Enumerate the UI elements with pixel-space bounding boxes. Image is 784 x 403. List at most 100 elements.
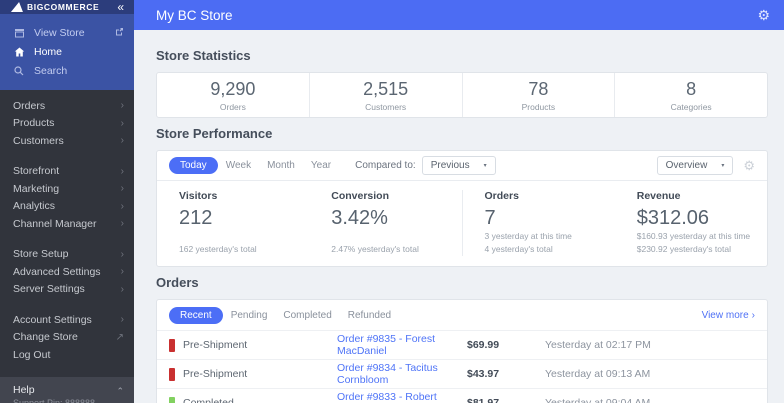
order-link[interactable]: Order #9835 - Forest MacDaniel xyxy=(337,333,436,358)
sidebar-item-server-settings[interactable]: Server Settings › xyxy=(0,281,134,299)
stat-label: Customers xyxy=(365,101,407,112)
period-tab-year[interactable]: Year xyxy=(303,157,339,174)
orders-tab-completed[interactable]: Completed xyxy=(275,307,339,324)
orders-tab-pending[interactable]: Pending xyxy=(223,307,276,324)
period-tab-week[interactable]: Week xyxy=(218,157,259,174)
sidebar-item-marketing[interactable]: Marketing › xyxy=(0,180,134,198)
metric-label: Orders xyxy=(484,190,519,202)
sidebar-item-search[interactable]: Search xyxy=(0,61,134,80)
logo-bar: BIGCOMMERCE « xyxy=(0,0,134,14)
orders-tab-refunded[interactable]: Refunded xyxy=(340,307,399,324)
sidebar-item-label: Account Settings xyxy=(13,313,92,326)
sidebar-item-change-store[interactable]: Change Store ↗ xyxy=(0,329,134,347)
stat-value: 8 xyxy=(686,78,697,99)
top-header: My BC Store ⚙ xyxy=(134,0,784,30)
stat-categories: 8 Categories xyxy=(614,73,767,117)
sidebar-item-label: Analytics xyxy=(13,200,56,213)
metric-value: 3.42% xyxy=(331,207,388,229)
sidebar-group-storefront: Storefront › Marketing › Analytics › Channe… xyxy=(0,163,134,233)
status-color-bar xyxy=(169,396,175,403)
help-section[interactable]: Help Support Pin: 888888 ⌃ xyxy=(0,376,134,403)
chevron-right-icon: › xyxy=(120,283,124,295)
store-statistics-title: Store Statistics xyxy=(156,48,251,63)
chevron-right-icon: › xyxy=(120,266,124,278)
sidebar-item-analytics[interactable]: Analytics › xyxy=(0,198,134,216)
order-status: Pre-Shipment xyxy=(169,338,337,352)
status-color-bar xyxy=(169,338,175,352)
metric-subtext: 3 yesterday at this time xyxy=(484,231,572,241)
store-performance-card: Today Week Month Year Compared to: Previ… xyxy=(156,150,768,268)
storefront-icon xyxy=(13,28,25,38)
sidebar-item-orders[interactable]: Orders › xyxy=(0,97,134,115)
order-row: Completed Order #9833 - Robert Robertson… xyxy=(157,388,767,403)
sidebar-item-storefront[interactable]: Storefront › xyxy=(0,163,134,181)
chevron-right-icon: › xyxy=(120,183,124,195)
orders-card: Recent Pending Completed Refunded View m… xyxy=(156,299,768,403)
order-link[interactable]: Order #9834 - Tacitus Cornbloom xyxy=(337,362,438,387)
sidebar-group-commerce: Orders › Products › Customers › xyxy=(0,97,134,150)
metric-label: Revenue xyxy=(636,190,681,202)
chevron-right-icon: › xyxy=(120,218,124,230)
stat-products: 78 Products xyxy=(461,73,615,117)
orders-title: Orders xyxy=(156,275,199,291)
sidebar-collapse-icon[interactable]: « xyxy=(117,0,124,14)
metric-subtext: 4 yesterday's total xyxy=(484,244,553,255)
sidebar-item-home[interactable]: Home xyxy=(0,42,134,61)
view-more-label: View more xyxy=(701,309,749,321)
sidebar-item-label: Change Store xyxy=(13,331,78,344)
period-tab-month[interactable]: Month xyxy=(259,157,303,174)
stat-orders: 9,290 Orders xyxy=(157,73,309,117)
performance-settings-gear-icon[interactable]: ⚙ xyxy=(743,157,755,173)
sidebar-item-label: Marketing xyxy=(13,182,60,195)
chevron-right-icon: › xyxy=(120,165,124,177)
sidebar-nav: Orders › Products › Customers › Storefront ›… xyxy=(0,90,134,377)
performance-metrics: Visitors 212 162 yesterday's total Conve… xyxy=(157,181,767,266)
stat-label: Categories xyxy=(670,101,712,112)
chevron-up-icon: ⌃ xyxy=(116,385,124,396)
chevron-right-icon: › xyxy=(120,248,124,260)
order-row: Pre-Shipment Order #9835 - Forest MacDan… xyxy=(157,330,767,359)
sidebar-item-view-store[interactable]: View Store xyxy=(0,23,134,42)
order-price: $43.97 xyxy=(467,368,500,381)
compared-to-select[interactable]: Previous ▾ xyxy=(421,156,496,175)
metric-subtext: $230.92 yesterday's total xyxy=(636,244,731,255)
sidebar-item-account-settings[interactable]: Account Settings › xyxy=(0,311,134,329)
sidebar-item-label: Log Out xyxy=(13,348,51,361)
store-title: My BC Store xyxy=(156,7,233,23)
sidebar-item-label: Home xyxy=(34,45,63,58)
sidebar-item-label: Storefront xyxy=(13,165,60,178)
sidebar-group-settings: Store Setup › Advanced Settings › Server S… xyxy=(0,246,134,299)
view-more-link[interactable]: View more › xyxy=(702,310,755,321)
stat-value: 78 xyxy=(528,78,549,99)
sidebar-item-log-out[interactable]: Log Out xyxy=(0,346,134,364)
settings-gear-icon[interactable]: ⚙ xyxy=(757,7,770,23)
orders-tab-recent[interactable]: Recent xyxy=(169,306,223,324)
metric-conversion: Conversion 3.42% 2.47% yesterday's total xyxy=(309,190,461,256)
sidebar-item-label: Server Settings xyxy=(13,283,85,296)
chevron-right-icon: › xyxy=(120,117,124,129)
order-link[interactable]: Order #9833 - Robert Robertson xyxy=(337,391,437,403)
order-price: $81.97 xyxy=(467,397,545,403)
caret-down-icon: ▾ xyxy=(483,163,487,169)
sidebar-item-products[interactable]: Products › xyxy=(0,115,134,133)
chevron-right-icon: › xyxy=(120,100,124,112)
bigcommerce-logo-icon xyxy=(10,2,26,12)
sidebar-item-advanced-settings[interactable]: Advanced Settings › xyxy=(0,263,134,281)
order-timestamp: Yesterday at 09:13 AM xyxy=(545,368,651,381)
chevron-right-icon: › xyxy=(120,314,124,326)
sidebar-item-label: Advanced Settings xyxy=(13,265,101,278)
chevron-right-icon: › xyxy=(751,309,755,321)
sidebar-item-channel-manager[interactable]: Channel Manager › xyxy=(0,215,134,233)
view-select[interactable]: Overview ▾ xyxy=(656,156,734,175)
support-pin: Support Pin: 888888 xyxy=(13,397,96,403)
period-tab-today[interactable]: Today xyxy=(169,157,218,174)
search-icon xyxy=(13,65,25,76)
metric-label: Conversion xyxy=(331,190,390,202)
sidebar-item-store-setup[interactable]: Store Setup › xyxy=(0,246,134,264)
stat-value: 2,515 xyxy=(363,78,409,99)
order-row: Pre-Shipment Order #9834 - Tacitus Cornb… xyxy=(157,359,767,388)
metric-revenue: Revenue $312.06 $160.93 yesterday at thi… xyxy=(615,190,767,256)
stat-value: 9,290 xyxy=(210,78,256,99)
sidebar-item-customers[interactable]: Customers › xyxy=(0,132,134,150)
status-label: Pre-Shipment xyxy=(183,368,248,381)
